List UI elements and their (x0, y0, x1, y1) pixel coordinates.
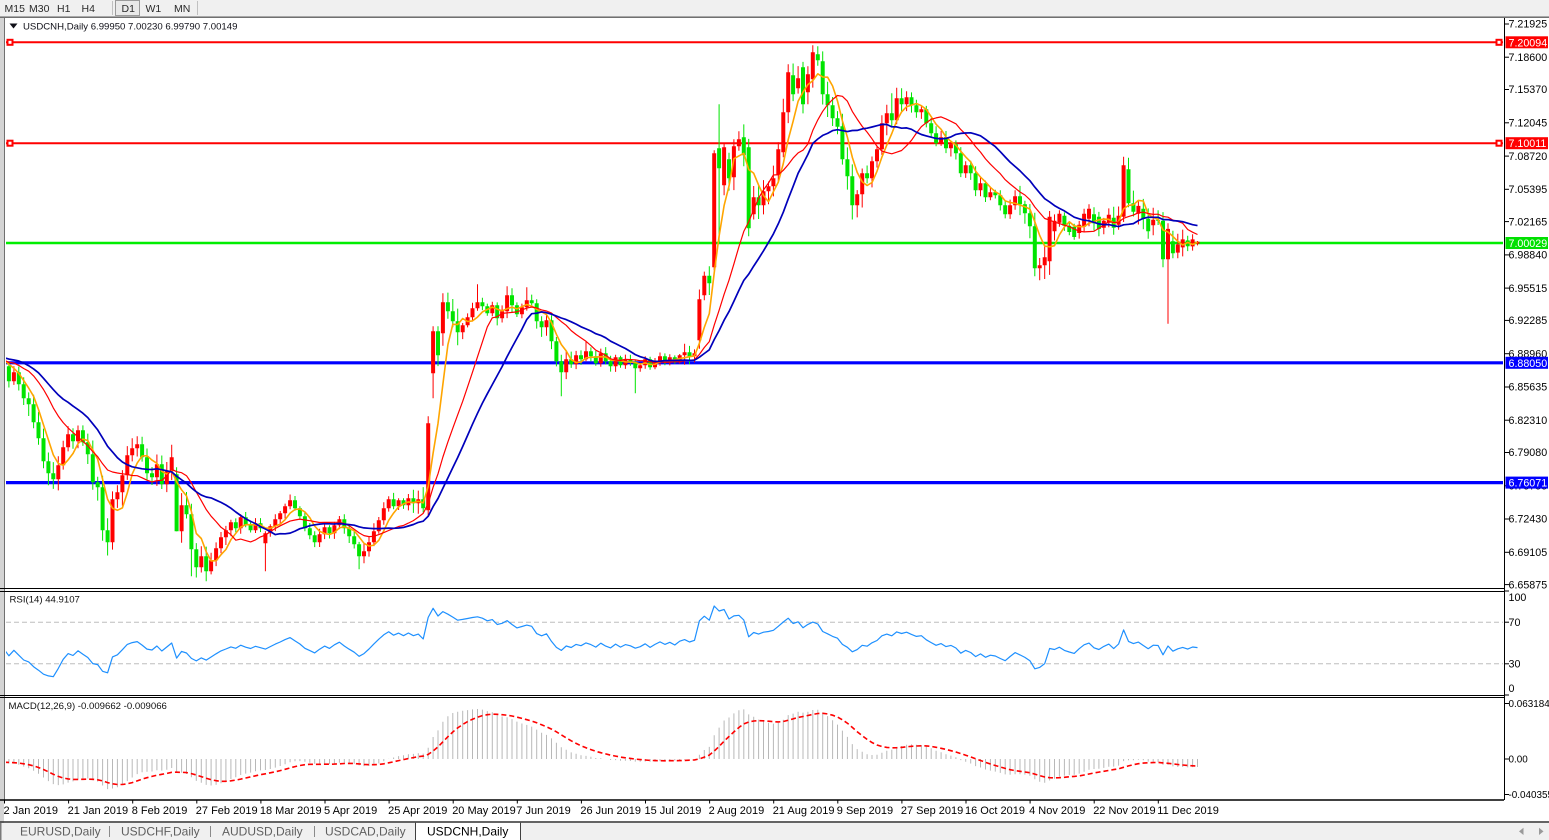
svg-text:6.92285: 6.92285 (1509, 315, 1548, 327)
svg-text:70: 70 (1509, 617, 1521, 629)
svg-text:6.88050: 6.88050 (1509, 358, 1548, 370)
svg-text:100: 100 (1509, 592, 1527, 604)
svg-text:-0.040355: -0.040355 (1509, 790, 1549, 801)
svg-text:M30: M30 (29, 3, 50, 15)
svg-text:7 Jun 2019: 7 Jun 2019 (516, 805, 570, 817)
svg-text:9 Sep 2019: 9 Sep 2019 (837, 805, 893, 817)
svg-text:5 Apr 2019: 5 Apr 2019 (324, 805, 377, 817)
svg-text:2 Aug 2019: 2 Aug 2019 (709, 805, 765, 817)
svg-text:AUDUSD,Daily: AUDUSD,Daily (222, 825, 303, 839)
svg-text:11 Dec 2019: 11 Dec 2019 (1157, 805, 1219, 817)
svg-text:18 Mar 2019: 18 Mar 2019 (260, 805, 322, 817)
svg-text:7.18600: 7.18600 (1509, 52, 1548, 64)
svg-text:4 Nov 2019: 4 Nov 2019 (1029, 805, 1085, 817)
svg-text:25 Apr 2019: 25 Apr 2019 (388, 805, 447, 817)
svg-text:M15: M15 (5, 3, 26, 15)
svg-text:27 Feb 2019: 27 Feb 2019 (196, 805, 258, 817)
svg-text:7.05395: 7.05395 (1509, 184, 1548, 196)
svg-text:H4: H4 (82, 3, 96, 15)
svg-text:USDCNH,Daily 6.99950 7.00230: USDCNH,Daily 6.99950 7.00230 6.99790 7.0… (23, 22, 237, 33)
svg-text:0.00: 0.00 (1509, 755, 1529, 766)
svg-text:21 Jan 2019: 21 Jan 2019 (68, 805, 129, 817)
svg-text:RSI(14) 44.9107: RSI(14) 44.9107 (10, 595, 80, 606)
svg-text:6.82310: 6.82310 (1509, 415, 1548, 427)
svg-text:7.20094: 7.20094 (1509, 37, 1548, 49)
svg-text:7.12045: 7.12045 (1509, 118, 1548, 130)
svg-text:20 May 2019: 20 May 2019 (452, 805, 516, 817)
svg-text:7.00029: 7.00029 (1509, 238, 1548, 250)
svg-text:MACD(12,26,9) -0.009662 -0.009: MACD(12,26,9) -0.009662 -0.009066 (9, 701, 167, 712)
svg-text:16 Oct 2019: 16 Oct 2019 (965, 805, 1025, 817)
svg-text:W1: W1 (146, 3, 162, 15)
svg-text:2 Jan 2019: 2 Jan 2019 (4, 805, 58, 817)
svg-text:26 Jun 2019: 26 Jun 2019 (580, 805, 641, 817)
svg-text:0: 0 (1509, 683, 1515, 695)
svg-text:6.85635: 6.85635 (1509, 382, 1548, 394)
svg-text:MN: MN (174, 3, 190, 15)
svg-text:21 Aug 2019: 21 Aug 2019 (773, 805, 835, 817)
svg-text:USDCHF,Daily: USDCHF,Daily (121, 825, 200, 839)
svg-text:7.21925: 7.21925 (1509, 19, 1548, 31)
svg-text:USDCNH,Daily: USDCNH,Daily (427, 825, 508, 839)
svg-text:6.76071: 6.76071 (1509, 478, 1548, 490)
svg-text:0.063184: 0.063184 (1509, 699, 1549, 710)
svg-text:6.98840: 6.98840 (1509, 250, 1548, 262)
svg-text:6.79080: 6.79080 (1509, 447, 1548, 459)
svg-text:EURUSD,Daily: EURUSD,Daily (20, 825, 101, 839)
svg-text:6.72430: 6.72430 (1509, 514, 1548, 526)
svg-text:15 Jul 2019: 15 Jul 2019 (645, 805, 702, 817)
svg-text:7.10011: 7.10011 (1509, 138, 1547, 150)
svg-text:8 Feb 2019: 8 Feb 2019 (132, 805, 188, 817)
svg-text:30: 30 (1509, 659, 1521, 671)
svg-text:D1: D1 (122, 3, 136, 15)
svg-text:USDCAD,Daily: USDCAD,Daily (325, 825, 406, 839)
svg-text:6.95515: 6.95515 (1509, 283, 1548, 295)
svg-text:6.69105: 6.69105 (1509, 547, 1548, 559)
svg-text:H1: H1 (57, 3, 71, 15)
svg-text:7.15370: 7.15370 (1509, 84, 1548, 96)
svg-text:27 Sep 2019: 27 Sep 2019 (901, 805, 963, 817)
svg-text:6.65875: 6.65875 (1509, 579, 1548, 591)
svg-text:7.08720: 7.08720 (1509, 151, 1548, 163)
svg-text:7.02165: 7.02165 (1509, 216, 1548, 228)
svg-text:22 Nov 2019: 22 Nov 2019 (1093, 805, 1155, 817)
